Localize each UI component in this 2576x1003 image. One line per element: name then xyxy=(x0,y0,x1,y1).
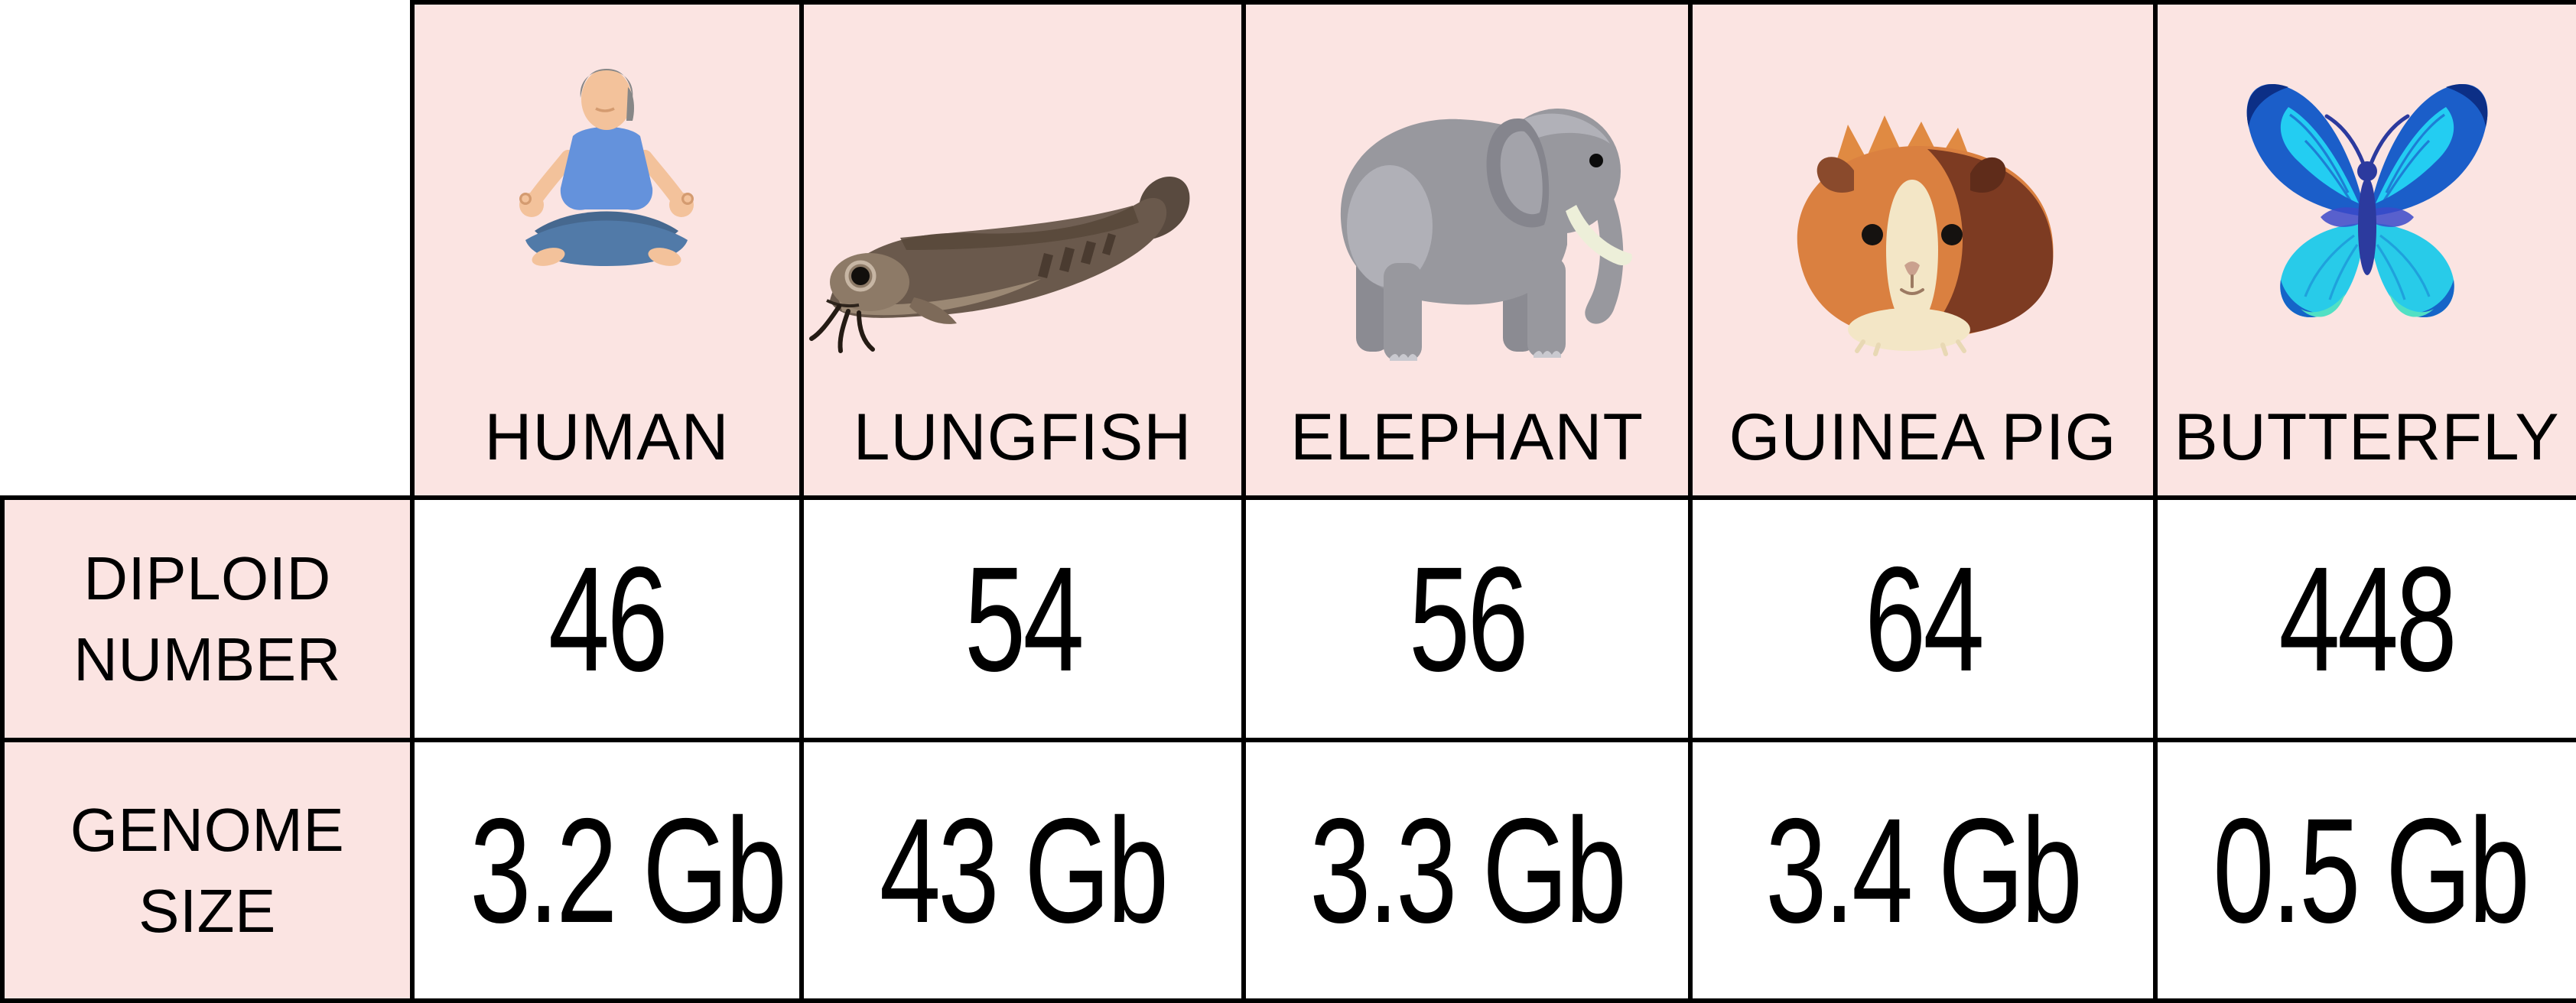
animal-label: LUNGFISH xyxy=(853,401,1192,474)
genome-value-lungfish: 43 Gb xyxy=(799,738,1246,1003)
diploid-value-guinea-pig: 64 xyxy=(1688,495,2158,742)
header-row: HUMAN LUNGFISH xyxy=(2,0,2576,500)
animal-label: GUINEA PIG xyxy=(1729,401,2117,474)
animal-label: ELEPHANT xyxy=(1290,401,1644,474)
diploid-value-human: 46 xyxy=(410,495,804,742)
lungfish-icon xyxy=(809,176,1190,353)
diploid-number-row: DIPLOID NUMBER 46 54 56 64 448 xyxy=(0,495,2576,742)
elephant-icon xyxy=(1340,109,1632,361)
cell-value: 64 xyxy=(1864,535,1984,703)
genome-value-butterfly: 0.5 Gb xyxy=(2153,738,2576,1003)
animal-cell-guinea-pig: GUINEA PIG xyxy=(1688,0,2158,500)
corner-cell xyxy=(2,2,412,498)
cell-value: 46 xyxy=(548,535,668,703)
animal-cell-butterfly: BUTTERFLY xyxy=(2153,0,2576,500)
diploid-value-butterfly: 448 xyxy=(2153,495,2576,742)
row-header-diploid-number: DIPLOID NUMBER xyxy=(0,495,415,742)
genome-value-guinea-pig: 3.4 Gb xyxy=(1688,738,2158,1003)
diploid-value-elephant: 56 xyxy=(1241,495,1693,742)
row-header-line: DIPLOID xyxy=(83,544,331,612)
genome-value-elephant: 3.3 Gb xyxy=(1241,738,1693,1003)
cell-value: 3.3 Gb xyxy=(1309,787,1627,954)
cell-value: 54 xyxy=(964,535,1084,703)
guinea-pig-icon xyxy=(1797,115,2054,356)
animal-cell-elephant: ELEPHANT xyxy=(1241,0,1693,500)
row-header-line: NUMBER xyxy=(73,625,341,693)
diploid-value-lungfish: 54 xyxy=(799,495,1246,742)
cell-value: 3.2 Gb xyxy=(470,787,787,954)
animal-cell-lungfish: LUNGFISH xyxy=(799,0,1246,500)
genome-size-row: GENOME SIZE 3.2 Gb 43 Gb 3.3 Gb 3.4 Gb 0… xyxy=(0,738,2576,1003)
animal-cell-human: HUMAN xyxy=(410,0,804,500)
cell-value: 43 Gb xyxy=(879,787,1169,954)
cell-value: 0.5 Gb xyxy=(2213,787,2530,954)
human-icon xyxy=(519,69,694,266)
row-header-line: GENOME xyxy=(70,795,345,864)
row-header-genome-size: GENOME SIZE xyxy=(0,738,415,1003)
cell-value: 448 xyxy=(2278,535,2457,703)
animal-label: BUTTERFLY xyxy=(2174,401,2560,474)
cell-value: 3.4 Gb xyxy=(1765,787,2083,954)
cell-value: 56 xyxy=(1408,535,1528,703)
animal-label: HUMAN xyxy=(484,401,730,474)
butterfly-icon xyxy=(2245,83,2489,319)
row-header-line: SIZE xyxy=(138,876,276,945)
genome-value-human: 3.2 Gb xyxy=(410,738,804,1003)
